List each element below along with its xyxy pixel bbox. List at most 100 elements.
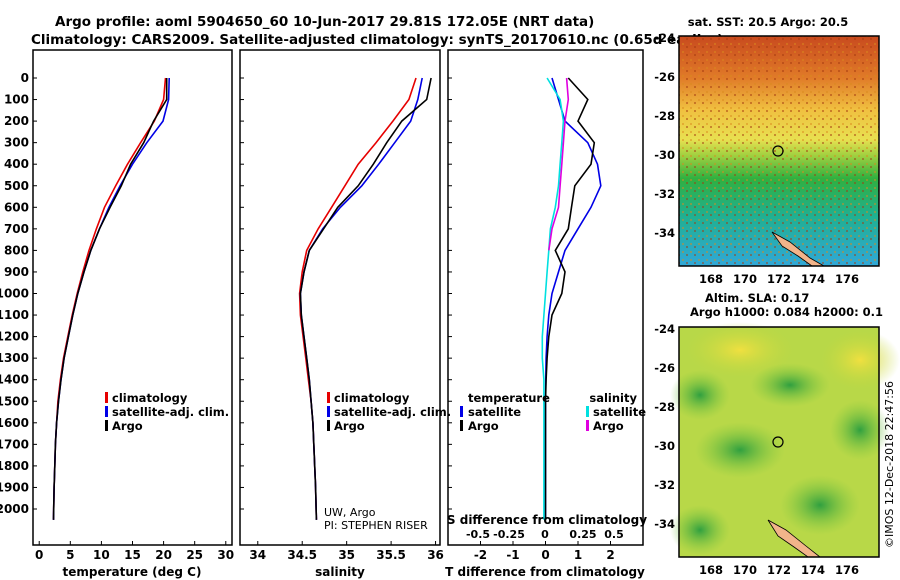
legend-swatch-climatology	[105, 392, 108, 403]
s-tick-label: 0	[541, 528, 549, 541]
map-sla-low	[695, 422, 785, 478]
depth-tick-label: 500	[4, 179, 29, 193]
depth-tick-label: 1800	[0, 459, 29, 473]
map-sla-title1: Altim. SLA: 0.17	[705, 291, 809, 305]
depth-tick-label: 1000	[0, 287, 29, 301]
legend-swatch-satellite	[327, 406, 330, 417]
x-tick-label: 25	[186, 548, 203, 562]
map-lat-label: -34	[654, 226, 675, 240]
x-tick-label: 15	[124, 548, 141, 562]
s-tick-label: 0.25	[569, 528, 596, 541]
series-line-satellite-adj-clim-	[299, 77, 423, 520]
title-line1: Argo profile: aoml 5904650_60 10-Jun-201…	[55, 14, 594, 30]
map-sla-low	[830, 400, 890, 460]
x-tick-label: 5	[66, 548, 74, 562]
legend-label-sal-argo: Argo	[593, 419, 624, 433]
legend-swatch-sal-satellite	[586, 406, 589, 417]
sal-xlabel: salinity	[315, 565, 365, 579]
legend-swatch-argo	[105, 420, 108, 431]
legend-label-satellite: satellite-adj. clim.	[112, 405, 229, 419]
map-sst	[678, 35, 880, 267]
map-sst-title: sat. SST: 20.5 Argo: 20.5	[688, 15, 848, 29]
diff-xlabel: T difference from climatology	[445, 565, 645, 579]
map-sla-frame	[678, 326, 880, 558]
map-lat-label: -24	[654, 322, 675, 336]
series-line-climatology	[298, 77, 417, 520]
panel-salinity-frame	[239, 49, 441, 546]
legend-swatch-satellite	[105, 406, 108, 417]
map-lat-label: -30	[654, 148, 675, 162]
legend-label-climatology: climatology	[334, 391, 410, 405]
legend-swatch-climatology	[327, 392, 330, 403]
legend-swatch-argo	[327, 420, 330, 431]
depth-tick-label: 2000	[0, 502, 29, 516]
map-lat-label: -26	[654, 361, 675, 375]
series-line-temperature-satellite	[544, 77, 602, 520]
series-line-salinity-satellite	[541, 77, 565, 520]
depth-tick-label: 200	[4, 114, 29, 128]
depth-tick-label: 1500	[0, 394, 29, 408]
depth-tick-label: 900	[4, 265, 29, 279]
legend-label-satellite: satellite-adj. clim.	[334, 405, 451, 419]
x-tick-label: 35	[338, 548, 355, 562]
credit-line2: PI: STEPHEN RISER	[324, 519, 428, 532]
legend-label-temp-argo: Argo	[468, 419, 499, 433]
map-lat-label: -34	[654, 517, 675, 531]
s-diff-label: S difference from climatology	[447, 513, 647, 527]
map-lat-label: -32	[654, 478, 675, 492]
map-sla-low	[750, 363, 830, 407]
depth-tick-label: 1300	[0, 351, 29, 365]
legend-label-argo: Argo	[334, 419, 365, 433]
map-lat-label: -30	[654, 439, 675, 453]
series-line-temperature-argo	[544, 77, 596, 520]
depth-tick-label: 0	[21, 71, 29, 85]
series-line-argo	[299, 77, 432, 520]
credit-line1: UW, Argo	[324, 506, 376, 519]
map-sla-float-marker	[772, 436, 784, 448]
temp-x-ticks: 0 5 10 15 20 25 30	[35, 541, 234, 562]
x-tick-label: 34	[249, 548, 266, 562]
map-lat-label: -28	[654, 109, 675, 123]
legend-swatch-temp-satellite	[460, 406, 463, 417]
map-sla-title2: Argo h1000: 0.084 h2000: 0.1	[690, 305, 883, 319]
depth-tick-label: 1200	[0, 330, 29, 344]
depth-tick-label: 400	[4, 157, 29, 171]
temp-xlabel: temperature (deg C)	[63, 565, 202, 579]
depth-tick-label: 300	[4, 136, 29, 150]
map-lon-label: 176	[835, 563, 859, 577]
x-tick-label: 35.5	[376, 548, 406, 562]
series-line-argo	[52, 78, 168, 520]
panel-salinity	[298, 77, 432, 520]
map-lat-label: -32	[654, 187, 675, 201]
x-tick-label: 36	[427, 548, 444, 562]
map-sst-texture	[679, 36, 879, 266]
map-lon-label: 168	[699, 563, 723, 577]
title-line2: Climatology: CARS2009. Satellite-adjuste…	[31, 32, 723, 48]
map-lon-label: 174	[801, 563, 825, 577]
x-tick-label: 20	[155, 548, 172, 562]
legend-swatch-temp-argo	[460, 420, 463, 431]
panel-temperature-frame	[32, 49, 233, 546]
map-lon-label: 172	[767, 272, 791, 286]
legend-label-climatology: climatology	[112, 391, 188, 405]
sal-x-ticks: 34 34.5 35 35.5 36	[249, 541, 444, 562]
map-lon-label: 174	[801, 272, 825, 286]
series-line-salinity-argo	[548, 77, 570, 251]
sal-legend: climatology satellite-adj. clim. Argo UW…	[324, 391, 451, 532]
map-lon-label: 170	[733, 272, 757, 286]
map-sla-axes: -24 -26 -28 -30 -32 -34 168 170 172 174 176	[654, 322, 859, 577]
map-sla-low	[780, 475, 860, 535]
panel-temperature	[52, 77, 170, 520]
series-line-satellite-adj-clim-	[52, 77, 170, 520]
x-tick-label: 0	[541, 548, 549, 562]
x-tick-label: -1	[506, 548, 519, 562]
depth-tick-label: 1600	[0, 416, 29, 430]
x-tick-label: 1	[574, 548, 582, 562]
map-sst-axes: -24 -26 -28 -30 -32 -34 168 170 172 174 176	[654, 31, 859, 286]
map-sst-frame	[678, 35, 880, 267]
map-sla-high	[685, 322, 795, 378]
depth-tick-label: 1900	[0, 480, 29, 494]
map-sla-low	[670, 370, 730, 420]
map-sst-float-marker	[772, 145, 784, 157]
panel-difference	[541, 77, 602, 520]
